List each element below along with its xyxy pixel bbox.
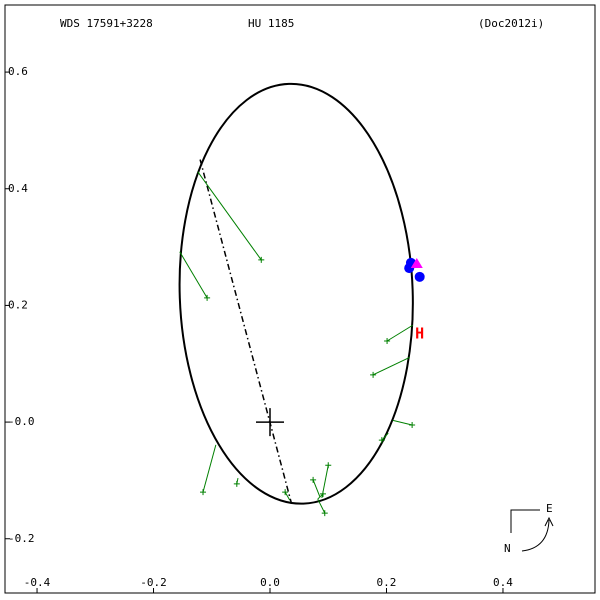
residual-line	[312, 479, 321, 498]
residual-line	[284, 491, 291, 501]
observation	[378, 437, 385, 444]
chart-subtitle: HU 1185	[248, 17, 294, 30]
reference: (Doc2012i)	[478, 17, 544, 30]
observation	[282, 489, 289, 496]
residual-line	[317, 493, 324, 500]
observation	[233, 480, 240, 487]
compass-arrowhead	[544, 516, 554, 527]
primary-star	[256, 408, 285, 437]
observation	[310, 476, 317, 483]
x-tick-label: 0.0	[260, 576, 280, 589]
predicted-point	[410, 258, 423, 268]
residual-line	[381, 432, 389, 441]
y-tick-label: 0.6	[8, 65, 28, 78]
residual-line	[317, 498, 326, 514]
y-tick-label: -0.2	[8, 532, 35, 545]
y-tick-label: 0.4	[8, 182, 28, 195]
chart-title: WDS 17591+3228	[60, 17, 153, 30]
orbit-ellipse	[178, 82, 414, 505]
observation	[409, 422, 416, 428]
residual-line	[386, 324, 413, 342]
y-tick-label: -0.0	[8, 415, 35, 428]
recent-point	[414, 271, 425, 282]
residual-line	[197, 171, 262, 261]
observation	[320, 490, 327, 497]
residual-line	[372, 356, 411, 376]
compass-east: E	[546, 502, 553, 515]
compass-axes	[510, 509, 540, 533]
observation	[204, 294, 211, 301]
observation	[321, 510, 328, 517]
observation	[370, 371, 377, 378]
observation	[384, 338, 391, 344]
compass-arrow	[521, 519, 550, 552]
residual-line	[202, 444, 217, 493]
observation	[200, 489, 207, 496]
x-tick-label: 0.2	[377, 576, 397, 589]
observation	[258, 256, 265, 263]
x-tick-label: 0.4	[493, 576, 513, 589]
hipparcos-marker: H	[415, 325, 424, 343]
residual-line	[392, 419, 413, 426]
y-tick-label: 0.2	[8, 298, 28, 311]
x-tick-label: -0.4	[24, 576, 51, 589]
compass: E N	[504, 502, 554, 555]
observation	[325, 462, 332, 469]
plot-frame	[4, 4, 596, 594]
line-of-nodes	[199, 159, 293, 504]
compass-north: N	[504, 542, 511, 555]
residual-line	[179, 251, 208, 299]
x-tick-label: -0.2	[140, 576, 167, 589]
